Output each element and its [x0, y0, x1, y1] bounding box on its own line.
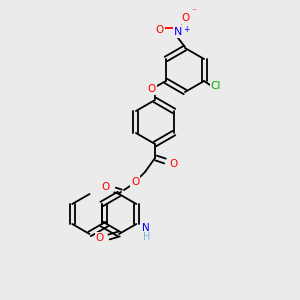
Text: O: O — [156, 25, 164, 35]
Text: O: O — [148, 84, 156, 94]
Text: ⁻: ⁻ — [192, 8, 197, 16]
Text: N: N — [142, 223, 150, 233]
Text: +: + — [183, 25, 189, 34]
Text: Cl: Cl — [211, 81, 221, 91]
Text: O: O — [169, 159, 177, 169]
Text: N: N — [174, 27, 182, 37]
Text: O: O — [96, 233, 104, 243]
Text: H: H — [142, 232, 150, 242]
Text: O: O — [131, 177, 139, 187]
Text: O: O — [182, 13, 190, 23]
Text: O: O — [102, 182, 110, 192]
